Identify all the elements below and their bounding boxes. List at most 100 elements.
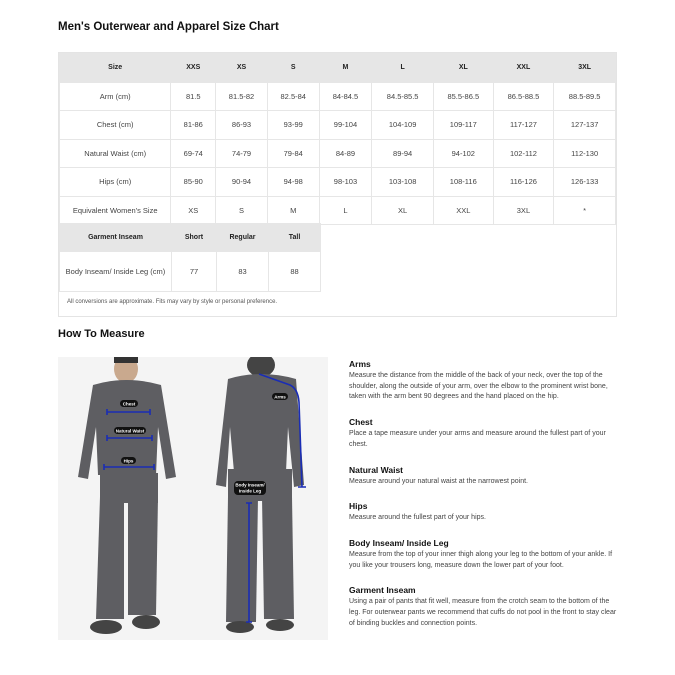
- row-label: Arm (cm): [58, 81, 172, 111]
- column-header: Garment Inseam: [59, 223, 172, 252]
- footnote: All conversions are approximate. Fits ma…: [67, 299, 278, 305]
- table-cell: 82.5-84: [266, 81, 320, 111]
- instruction-heading: Natural Waist: [349, 464, 404, 475]
- table-cell: 89-94: [371, 138, 434, 168]
- table-cell: 88.5-89.5: [553, 81, 616, 111]
- table-cell: 88: [268, 251, 321, 292]
- header-row: Size XXS XS S M L XL XXL 3XL: [58, 53, 616, 83]
- table-cell: 84.5-85.5: [371, 81, 434, 111]
- table-cell: 84-84.5: [318, 81, 373, 111]
- instruction-heading: Garment Inseam: [349, 585, 416, 596]
- page-title: Men's Outerwear and Apparel Size Chart: [58, 21, 279, 33]
- instruction-heading: Chest: [349, 417, 373, 428]
- chest-measure-line: [106, 409, 151, 415]
- hips-measure-line: [103, 464, 155, 470]
- row-label: Chest (cm): [58, 110, 172, 140]
- table-cell: 81-86: [170, 110, 217, 140]
- label-hips: Hips: [124, 458, 134, 463]
- row-label: Hips (cm): [58, 167, 172, 197]
- row-label: Natural Waist (cm): [58, 138, 172, 168]
- instruction-item: Hips Measure around the fullest part of y…: [349, 501, 619, 524]
- table-row: Natural Waist (cm) 69-74 74-79 79-84 84-89 89…: [58, 138, 616, 168]
- table-row: Arm (cm) 81.5 81.5-82 82.5-84 84-84.5 84.5-85…: [58, 81, 616, 111]
- table-cell: 116-126: [492, 167, 555, 197]
- table-cell: 98-103: [318, 167, 373, 197]
- table-cell: L: [318, 195, 373, 225]
- table-cell: XS: [170, 195, 217, 225]
- table-cell: 81.5-82: [215, 81, 268, 111]
- instruction-item: Garment Inseam Using a pair of pants that…: [349, 585, 619, 629]
- how-to-measure-title: How To Measure: [58, 328, 145, 340]
- table-cell: 108-116: [432, 167, 494, 197]
- instruction-item: Natural Waist Measure around your natural…: [349, 465, 619, 488]
- table-cell: 117-127: [492, 110, 555, 140]
- instruction-text: Place a tape measure under your arms and…: [349, 430, 606, 448]
- table-cell: 74-79: [215, 138, 268, 168]
- table-cell: 77: [171, 251, 217, 292]
- table-cell: 83: [216, 251, 269, 292]
- table-cell: 126-133: [553, 167, 616, 197]
- measurement-photo: Chest Natural Waist Hips Arms Body Insea…: [58, 353, 328, 640]
- column-header: Tall: [268, 223, 321, 252]
- table-row: Chest (cm) 81-86 86-93 93-99 99-104 104-109 10…: [58, 110, 616, 140]
- waist-measure-line: [106, 435, 153, 441]
- label-inseam-2: Inside Leg: [239, 489, 262, 494]
- label-arms: Arms: [274, 394, 286, 399]
- table-cell: 85.5-86.5: [432, 81, 494, 111]
- label-inseam: Body Inseam/: [235, 483, 265, 488]
- row-label: Body Inseam/ Inside Leg (cm): [59, 251, 172, 292]
- table-cell: XL: [371, 195, 434, 225]
- instruction-heading: Arms: [349, 359, 371, 369]
- table-cell: 86.5-88.5: [492, 81, 555, 111]
- instruction-text: Using a pair of pants that fit well, mea…: [349, 598, 617, 627]
- column-header: M: [318, 53, 373, 83]
- table-cell: XXL: [432, 195, 494, 225]
- table-cell: 104-109: [371, 110, 434, 140]
- table-cell: 81.5: [170, 81, 217, 111]
- size-chart: Size XXS XS S M L XL XXL 3XL Arm (cm) 81.5 81.5-82 8…: [58, 52, 617, 317]
- table-cell: 127-137: [553, 110, 616, 140]
- column-header: XXS: [170, 53, 217, 83]
- table-cell: 94-98: [266, 167, 320, 197]
- column-header: XL: [432, 53, 494, 83]
- inseam-measure-line: [246, 502, 252, 623]
- header-row: Garment Inseam Short Regular Tall: [59, 223, 321, 252]
- table-cell: 112-130: [553, 138, 616, 168]
- instruction-text: Measure around your natural waist at the…: [349, 477, 528, 485]
- arms-measure-line: [258, 373, 306, 488]
- table-cell: 79-84: [266, 138, 320, 168]
- table-cell: 99-104: [318, 110, 373, 140]
- table-row: Hips (cm) 85-90 90-94 94-98 98-103 103-108 108…: [58, 167, 616, 197]
- table-cell: 93-99: [266, 110, 320, 140]
- label-chest: Chest: [123, 401, 136, 406]
- table-row: Body Inseam/ Inside Leg (cm) 77 83 88: [59, 251, 321, 292]
- table-cell: 109-117: [432, 110, 494, 140]
- instruction-heading: Body Inseam/ Inside Leg: [349, 537, 449, 548]
- table-cell: 84-89: [318, 138, 373, 168]
- table-cell: S: [215, 195, 268, 225]
- table-cell: 69-74: [170, 138, 217, 168]
- table-row: Equivalent Women's Size XS S M L XL XXL 3XL *: [58, 195, 616, 225]
- column-header: 3XL: [553, 53, 616, 83]
- label-waist: Natural Waist: [116, 428, 145, 433]
- column-header: L: [371, 53, 434, 83]
- column-header: XXL: [492, 53, 555, 83]
- row-label: Equivalent Women's Size: [58, 195, 172, 225]
- table-cell: *: [553, 195, 616, 225]
- instruction-text: Measure around the fullest part of your …: [349, 514, 486, 522]
- inseam-table: Garment Inseam Short Regular Tall Body Insea…: [59, 223, 321, 292]
- table-cell: 102-112: [492, 138, 555, 168]
- instruction-text: Measure from the top of your inner thigh…: [349, 550, 613, 569]
- column-header: Size: [58, 53, 172, 83]
- instruction-item: Body Inseam/ Inside Leg Measure from the …: [349, 538, 619, 571]
- size-table: Size XXS XS S M L XL XXL 3XL Arm (cm) 81.5 81.5-82 8…: [58, 53, 616, 225]
- measure-instructions: Arms Measure the distance from the middle…: [349, 359, 619, 643]
- column-header: Regular: [216, 223, 269, 252]
- column-header: Short: [171, 223, 217, 252]
- table-cell: 90-94: [215, 167, 268, 197]
- column-header: S: [266, 53, 320, 83]
- table-cell: 86-93: [215, 110, 268, 140]
- instruction-item: Chest Place a tape measure under your arm…: [349, 417, 619, 450]
- column-header: XS: [215, 53, 268, 83]
- instruction-heading: Hips: [349, 501, 368, 512]
